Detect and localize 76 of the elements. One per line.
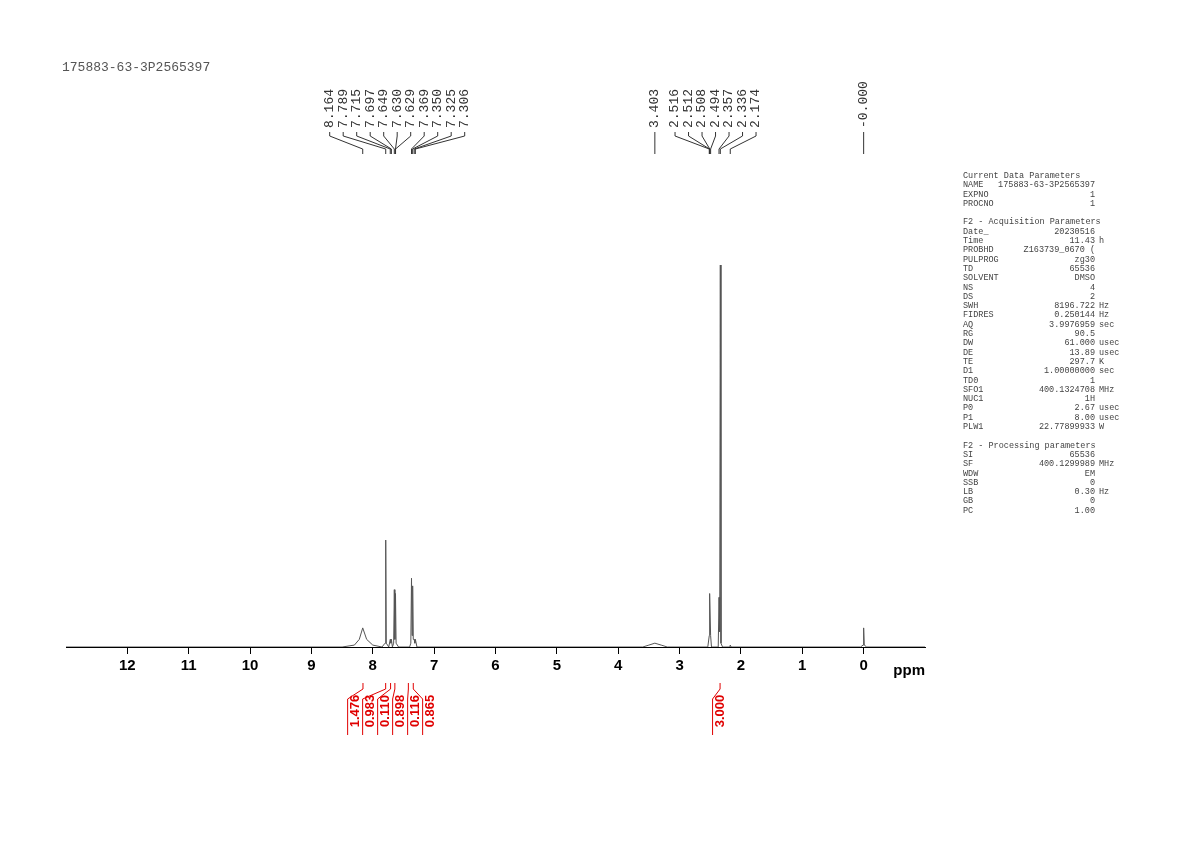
text: GB 0: [963, 496, 1095, 507]
x-axis-title: ppm: [893, 660, 925, 678]
annotation: 7.350: [430, 88, 446, 128]
x-tick-label: 10: [241, 656, 259, 674]
text: P1 8.00 usec: [963, 412, 1120, 423]
text: DE 13.89 usec: [963, 347, 1120, 358]
text: DW 61.000 usec: [963, 338, 1120, 349]
text: SSB 0: [963, 477, 1095, 488]
x-tick-label: 2: [736, 656, 746, 674]
text: TD 65536: [963, 263, 1095, 274]
annotation: 0.110: [376, 695, 392, 727]
text: Current Data Parameters: [963, 171, 1082, 181]
annotation: 0.865: [421, 694, 437, 728]
x-tick-label: 7: [429, 656, 439, 674]
annotation: 2.357: [721, 88, 737, 128]
annotation: 7.715: [349, 88, 365, 128]
chart-title: 175883-63-3P2565397: [62, 60, 211, 75]
annotation: 7.629: [403, 88, 419, 128]
annotation: 7.789: [335, 88, 351, 128]
text: NUC1 1H: [963, 394, 1095, 405]
text: TD0 1: [963, 375, 1095, 386]
annotation: 2.516: [667, 88, 683, 128]
x-tick-label: 6: [491, 656, 500, 674]
text: EXPNO 1: [963, 189, 1095, 200]
x-tick-label: 12: [119, 656, 136, 674]
text: WDW EM: [963, 468, 1095, 479]
text: SFO1 400.1324708 MHz: [963, 384, 1115, 395]
text: NS 4: [963, 282, 1095, 293]
text: F2 - Acquisition Parameters: [963, 217, 1102, 228]
annotation: 7.649: [376, 88, 392, 128]
annotation: 3.000: [711, 694, 727, 728]
text: SWH 8196.722 Hz: [963, 301, 1110, 312]
annotation: 3.403: [647, 88, 663, 128]
annotation: 8.164: [322, 88, 338, 128]
x-tick-label: 5: [552, 656, 562, 674]
annotation: 2.512: [680, 88, 696, 128]
annotation: 7.697: [362, 88, 378, 128]
x-tick-label: 11: [180, 656, 197, 674]
annotation: 7.369: [416, 88, 432, 128]
text: D1 1.00000000 sec: [963, 366, 1115, 377]
text: SF 400.1299989 MHz: [963, 459, 1115, 470]
x-tick-label: 9: [307, 656, 316, 674]
text: NAME 175883-63-3P2565397: [963, 180, 1095, 191]
text: Date_ 20230516: [963, 226, 1095, 237]
text: SOLVENT DMSO: [963, 273, 1095, 284]
text: PULPROG zg30: [963, 254, 1095, 265]
x-tick-label: 8: [368, 656, 377, 674]
annotation: 2.494: [707, 88, 723, 128]
annotation: 1.476: [346, 694, 362, 728]
text: PC 1.00: [963, 505, 1095, 516]
x-tick-label: 1: [798, 656, 807, 674]
annotation: 2.508: [694, 88, 710, 128]
annotation: 2.174: [748, 88, 764, 128]
text: P0 2.67 usec: [963, 403, 1120, 414]
text: PLW1 22.77899933 W: [963, 422, 1105, 433]
annotation: 0.116: [406, 695, 422, 727]
text: SI 65536: [963, 449, 1095, 460]
text: PROCNO 1: [963, 198, 1095, 209]
annotation: 7.306: [457, 88, 473, 128]
x-tick-label: 0: [859, 656, 868, 674]
text: DS 2: [963, 291, 1095, 302]
annotation: 7.325: [443, 88, 459, 128]
text: RG 90.5: [963, 329, 1095, 340]
annotation: -0.000: [856, 81, 872, 128]
annotation: 0.898: [391, 694, 407, 728]
annotation: 7.630: [389, 88, 405, 128]
x-tick-label: 4: [614, 656, 624, 674]
text: LB 0.30 Hz: [963, 487, 1110, 498]
text: PROBHD Z163739_0670 (: [963, 245, 1095, 256]
annotation: 2.336: [734, 88, 750, 128]
text: FIDRES 0.250144 Hz: [963, 310, 1110, 321]
text: TE 297.7 K: [963, 356, 1105, 367]
annotation: 0.983: [361, 694, 377, 728]
x-tick-label: 3: [675, 656, 684, 674]
text: F2 - Processing parameters: [963, 440, 1097, 451]
text: AQ 3.9976959 sec: [963, 319, 1115, 330]
